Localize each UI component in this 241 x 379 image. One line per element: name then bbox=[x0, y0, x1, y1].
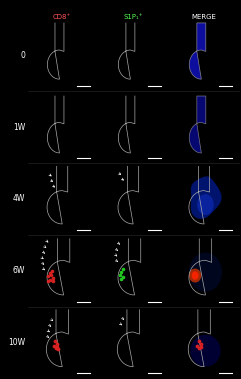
Text: CD8⁺: CD8⁺ bbox=[53, 14, 71, 20]
Text: 6W: 6W bbox=[13, 266, 25, 275]
Point bbox=[56, 346, 60, 352]
Point bbox=[121, 266, 125, 273]
Point bbox=[199, 341, 203, 348]
Point bbox=[54, 345, 58, 351]
Polygon shape bbox=[190, 335, 221, 367]
Polygon shape bbox=[189, 253, 222, 291]
Point bbox=[50, 268, 54, 274]
Polygon shape bbox=[189, 269, 201, 282]
Polygon shape bbox=[189, 96, 206, 153]
Text: 1W: 1W bbox=[13, 123, 25, 132]
Point bbox=[118, 272, 122, 278]
Polygon shape bbox=[189, 23, 206, 79]
Text: 10W: 10W bbox=[8, 338, 25, 347]
Point bbox=[48, 277, 52, 283]
Point bbox=[119, 276, 123, 282]
Point bbox=[51, 278, 54, 284]
Point bbox=[120, 269, 123, 275]
Polygon shape bbox=[192, 271, 199, 280]
Point bbox=[121, 274, 125, 280]
Point bbox=[48, 271, 52, 277]
Point bbox=[51, 275, 55, 281]
Point bbox=[55, 343, 59, 349]
Point bbox=[197, 338, 201, 344]
Point bbox=[54, 338, 57, 344]
Point bbox=[197, 345, 201, 351]
Point bbox=[195, 343, 199, 349]
Text: MERGE: MERGE bbox=[192, 14, 216, 20]
Text: 4W: 4W bbox=[13, 194, 25, 204]
Point bbox=[47, 273, 50, 279]
Point bbox=[199, 343, 203, 349]
Polygon shape bbox=[191, 176, 221, 219]
Point bbox=[55, 341, 59, 348]
Point bbox=[49, 272, 53, 278]
Point bbox=[47, 278, 50, 284]
Point bbox=[52, 343, 56, 349]
Polygon shape bbox=[197, 194, 214, 215]
Text: S1P₁⁺: S1P₁⁺ bbox=[123, 14, 143, 20]
Text: 0: 0 bbox=[20, 51, 25, 60]
